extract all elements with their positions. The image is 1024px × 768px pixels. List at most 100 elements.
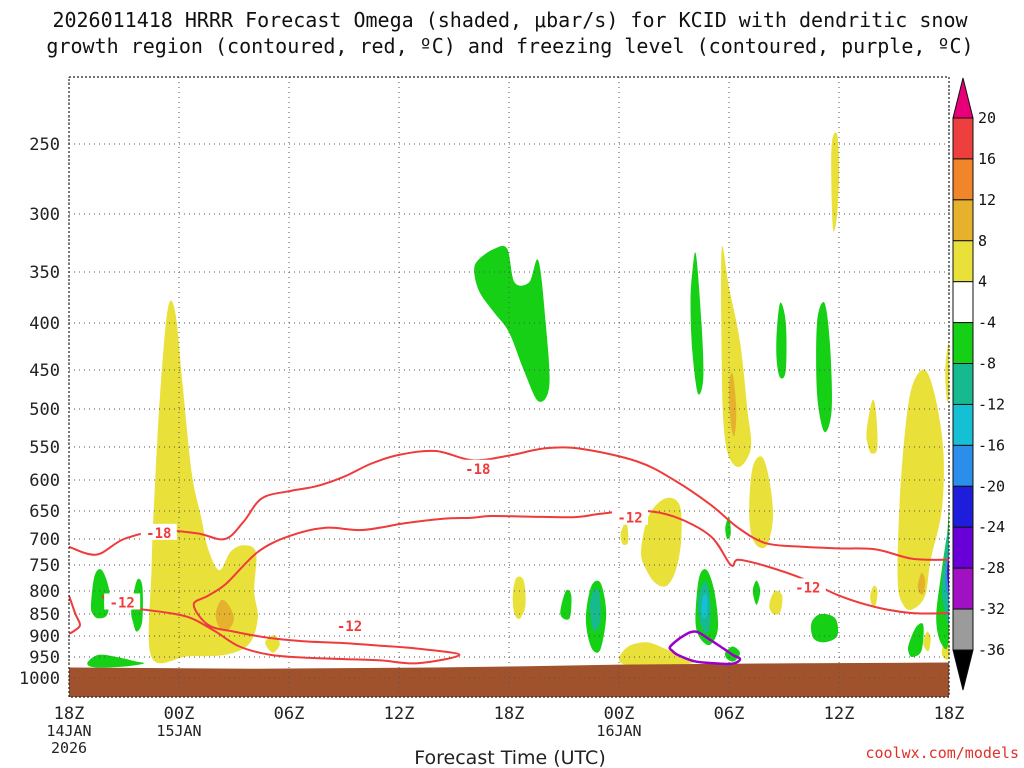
omega-region-4-6 (619, 642, 694, 666)
omega-region-4-5 (620, 522, 629, 545)
omega-shading (87, 132, 949, 668)
colorbar-label-12: -32 (978, 600, 1005, 618)
colorbar-label-6: -8 (978, 355, 996, 373)
colorbar-box-3 (952, 240, 974, 283)
omega-region--4-31 (816, 301, 832, 433)
y-tick-label-700: 700 (29, 530, 60, 550)
colorbar-label-7: -12 (978, 395, 1005, 413)
omega-region--4-29 (752, 580, 761, 605)
colorbar-box-11 (952, 567, 974, 610)
colorbar-box-7 (952, 403, 974, 446)
colorbar-box-9 (952, 485, 974, 528)
terrain-fill (69, 662, 949, 697)
omega-region-4-12 (866, 399, 878, 454)
colorbar-label-2: 12 (978, 191, 996, 209)
colorbar-bottom-arrow (952, 649, 974, 691)
omega-region--8-38 (941, 529, 949, 625)
y-axis: 2503003504004505005506006507007508008509… (19, 135, 60, 689)
x-tick-label-30: 00Z (604, 704, 635, 724)
y-tick-label-1000: 1000 (19, 669, 60, 689)
contour-label-bg-2 (331, 616, 368, 633)
omega-region--4-21 (87, 654, 145, 668)
colorbar-box-2 (952, 199, 974, 242)
omega-region--4-33 (907, 623, 924, 658)
y-tick-label-600: 600 (29, 471, 60, 491)
colorbar-box-0 (952, 117, 974, 160)
omega-region-4-13 (897, 369, 944, 610)
omega-region-4-9 (749, 456, 774, 549)
contour-label-4: -12 (617, 511, 642, 527)
colorbar-label-10: -24 (978, 518, 1005, 536)
y-tick-label-800: 800 (29, 582, 60, 602)
chart-title-line1: 2026011418 HRRR Forecast Omega (shaded, … (52, 8, 968, 32)
y-tick-label-250: 250 (29, 135, 60, 155)
contour-label-5: -12 (795, 580, 820, 596)
colorbar: 20 16 12 8 4 -4 -8 -12 -16 -20 -24 -28 -32 -36 (952, 77, 1005, 691)
colorbar-label-5: -4 (978, 314, 996, 332)
chart-title-line2: growth region (contoured, red, ºC) and f… (46, 34, 973, 58)
omega-region-8-14 (917, 572, 926, 595)
omega-region--4-25 (690, 252, 704, 395)
x-tick-label-24: 18Z (494, 704, 525, 724)
colorbar-box-8 (952, 444, 974, 487)
colorbar-label-1: 16 (978, 150, 996, 168)
x-tick-label-36: 06Z (714, 704, 745, 724)
omega-region-4-10 (769, 590, 783, 615)
y-tick-label-300: 300 (29, 205, 60, 225)
terrain-surface (69, 662, 949, 697)
colorbar-box-10 (952, 526, 974, 569)
omega-region-4-16 (923, 631, 931, 652)
plot-area: -18 -12 -12 -18 -12 -12 (68, 76, 950, 698)
omega-region-4-11 (831, 132, 839, 232)
y-tick-label-950: 950 (29, 648, 60, 668)
colorbar-label-3: 8 (978, 232, 987, 250)
y-tick-label-900: 900 (29, 627, 60, 647)
contour-label-1: -12 (110, 596, 135, 612)
dendritic-contour-0 (69, 446, 949, 561)
contour-label-bg-5 (789, 578, 826, 595)
x-tick-label-42: 12Z (824, 704, 855, 724)
contour-label-2: -12 (337, 619, 362, 635)
colorbar-label-9: -20 (978, 477, 1005, 495)
omega-region--8-35 (589, 588, 601, 632)
x-date-label-0: 14JAN (46, 722, 91, 740)
colorbar-label-11: -28 (978, 559, 1005, 577)
freezing-level-contour-0 (668, 630, 742, 666)
colorbar-box-6 (952, 363, 974, 405)
x-tick-label-12: 06Z (274, 704, 305, 724)
plot-frame (68, 76, 950, 698)
omega-region--4-22 (474, 245, 550, 402)
y-tick-label-550: 550 (29, 438, 60, 458)
colorbar-label-0: 20 (978, 109, 996, 127)
y-tick-label-450: 450 (29, 361, 60, 381)
omega-region-8-8 (728, 372, 737, 437)
y-tick-label-500: 500 (29, 400, 60, 420)
x-tick-label-48: 18Z (934, 704, 965, 724)
omega-region-4-7 (721, 246, 752, 468)
x-axis-title: Forecast Time (UTC) (414, 747, 605, 768)
colorbar-label-13: -36 (978, 641, 1005, 659)
x-date-label-30: 16JAN (596, 722, 641, 740)
x-tick-label-18: 12Z (384, 704, 415, 724)
colorbar-top-arrow (952, 77, 974, 119)
omega-region-4-3 (512, 576, 526, 619)
y-tick-label-750: 750 (29, 556, 60, 576)
colorbar-label-8: -16 (978, 436, 1005, 454)
colorbar-box-4 (952, 281, 974, 324)
x-year-label-0: 2026 (51, 739, 87, 757)
omega-region-8-1 (215, 599, 234, 631)
contours: -18 -12 -12 -18 -12 -12 (69, 446, 949, 666)
colorbar-box-1 (952, 158, 974, 201)
contour-label-0: -18 (146, 526, 171, 542)
omega-region-4-15 (870, 585, 878, 607)
omega-region--4-23 (560, 589, 572, 620)
dendritic-contour-2 (101, 509, 949, 665)
omega-region-4-0 (148, 300, 258, 664)
credit-text: coolwx.com/models (865, 744, 1019, 762)
omega-region--4-30 (776, 302, 787, 379)
x-date-label-6: 15JAN (156, 722, 201, 740)
y-tick-label-850: 850 (29, 605, 60, 625)
omega-region-4-4 (640, 497, 682, 587)
